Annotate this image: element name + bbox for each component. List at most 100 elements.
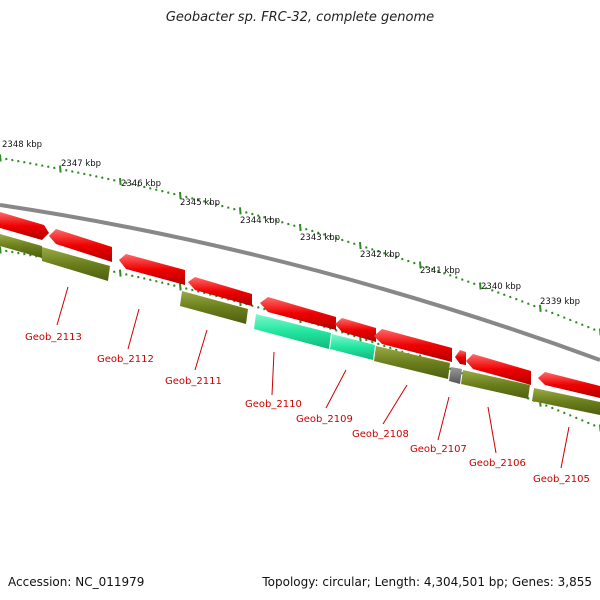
scale-tick <box>239 207 242 215</box>
gene-label: Geob_2109 <box>296 414 353 425</box>
scale-tick <box>251 212 254 216</box>
scale-tick <box>383 251 386 255</box>
scale-tick <box>251 304 254 308</box>
scale-tick <box>131 182 134 186</box>
scale-tick <box>203 200 206 203</box>
scale-tick <box>491 289 494 292</box>
scale-tick <box>65 168 68 172</box>
scale-tick <box>89 173 92 177</box>
scale-tick <box>551 311 554 315</box>
scale-tick <box>11 250 14 254</box>
scale-tick <box>311 229 314 233</box>
scale-tick <box>23 160 26 164</box>
scale-tick <box>101 176 104 179</box>
scale-tick <box>461 278 464 281</box>
scale-tick <box>161 189 164 193</box>
scale-tick <box>371 248 374 251</box>
scale-tick <box>587 325 590 329</box>
accession-label: Accession: NC_011979 <box>8 575 145 589</box>
scale-tick <box>53 166 56 170</box>
scale-tick <box>485 286 488 290</box>
cds-arrow <box>335 318 376 342</box>
scale-tick <box>287 222 290 226</box>
leader-line <box>382 384 408 425</box>
scale-tick <box>383 344 386 348</box>
scale-tick <box>425 265 428 269</box>
scale-tick <box>335 236 338 240</box>
cds-arrow <box>374 329 452 362</box>
scale-tick <box>137 184 140 187</box>
scale-tick <box>371 340 374 344</box>
scale-label: 2344 kbp <box>240 216 280 226</box>
scale-tick <box>545 404 548 407</box>
cds-bar-highlight <box>254 314 331 349</box>
leader-line <box>127 308 140 350</box>
leader-line <box>56 286 69 326</box>
scale-tick <box>191 288 194 292</box>
scale-label: 2342 kbp <box>360 250 400 260</box>
scale-tick <box>413 261 416 265</box>
scale-tick <box>341 238 344 242</box>
scale-tick <box>365 338 368 342</box>
scale-tick <box>563 316 566 319</box>
scale-label: 2343 kbp <box>300 233 340 243</box>
scale-tick <box>299 223 302 232</box>
cds-bar-highlight <box>330 334 375 360</box>
scale-tick <box>179 283 182 291</box>
scale-tick <box>41 164 44 167</box>
scale-tick <box>323 233 326 236</box>
forward-strand-track <box>0 234 600 415</box>
scale-tick <box>263 216 266 219</box>
scale-tick <box>113 178 116 182</box>
scale-tick <box>455 276 458 279</box>
cds-arrow <box>466 354 531 385</box>
scale-tick <box>5 249 8 253</box>
scale-labels: 2348 kbp 2347 kbp 2346 kbp 2345 kbp 2344… <box>2 140 580 307</box>
cds-bar <box>42 247 110 281</box>
scale-tick <box>0 154 2 162</box>
scale-tick <box>521 300 524 303</box>
scale-tick <box>539 304 542 312</box>
cds-bar <box>0 234 42 258</box>
scale-tick <box>155 279 158 283</box>
scale-tick <box>257 306 260 309</box>
scale-tick <box>503 293 506 297</box>
scale-tick <box>575 416 578 420</box>
scale-tick <box>35 163 38 166</box>
scale-tick <box>581 419 584 422</box>
scale-tick <box>377 342 380 346</box>
scale-tick <box>125 273 128 276</box>
scale-tick <box>17 251 20 255</box>
scale-tick <box>23 252 26 256</box>
scale-tick <box>47 165 50 169</box>
scale-tick <box>107 177 110 181</box>
scale-tick <box>275 219 278 222</box>
genome-summary: Topology: circular; Length: 4,304,501 bp… <box>262 575 592 589</box>
scale-tick <box>449 274 452 277</box>
scale-tick <box>269 217 272 221</box>
scale-tick <box>77 171 80 174</box>
scale-tick <box>119 269 122 277</box>
scale-tick <box>0 246 2 254</box>
scale-tick <box>125 181 128 185</box>
leader-line <box>437 396 450 441</box>
scale-tick <box>449 367 452 371</box>
cds-arrow <box>188 277 252 306</box>
scale-tick <box>593 424 596 427</box>
gene-label: Geob_2113 <box>25 332 82 343</box>
scale-tick <box>305 227 308 231</box>
scale-tick <box>419 261 422 269</box>
map-title: Geobacter sp. FRC-32, complete genome <box>165 10 435 25</box>
scale-tick <box>137 275 140 279</box>
scale-tick <box>389 346 392 350</box>
scale-tick <box>401 257 404 261</box>
scale-tick <box>173 192 176 196</box>
scale-tick <box>563 411 566 415</box>
scale-tick <box>359 242 362 250</box>
scale-tick <box>569 318 572 322</box>
scale-label: 2347 kbp <box>61 159 101 169</box>
scale-tick <box>329 235 332 238</box>
scale-tick <box>293 224 296 228</box>
gene-label: Geob_2108 <box>352 429 409 440</box>
